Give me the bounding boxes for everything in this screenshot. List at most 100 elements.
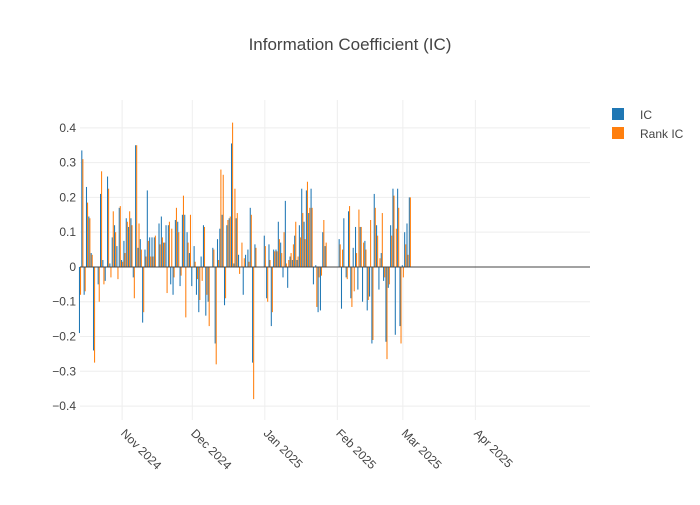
bar-ic[interactable] bbox=[151, 237, 153, 267]
bar-rank-ic[interactable] bbox=[84, 266, 86, 292]
bar-ic[interactable] bbox=[390, 225, 392, 267]
bar-ic[interactable] bbox=[88, 216, 90, 267]
bar-ic[interactable] bbox=[130, 218, 132, 267]
bar-ic[interactable] bbox=[78, 266, 80, 334]
bar-ic[interactable] bbox=[184, 214, 186, 267]
bar-rank-ic[interactable] bbox=[87, 202, 89, 267]
bar-rank-ic[interactable] bbox=[325, 242, 327, 267]
bar-ic[interactable] bbox=[146, 190, 148, 267]
bar-rank-ic[interactable] bbox=[122, 261, 124, 267]
bar-rank-ic[interactable] bbox=[398, 207, 400, 267]
bar-rank-ic[interactable] bbox=[276, 251, 278, 267]
bar-ic[interactable] bbox=[123, 240, 125, 267]
bar-ic[interactable] bbox=[406, 223, 408, 267]
bar-ic[interactable] bbox=[153, 237, 155, 267]
bar-rank-ic[interactable] bbox=[154, 235, 156, 267]
bar-ic[interactable] bbox=[268, 244, 270, 267]
bar-rank-ic[interactable] bbox=[103, 266, 105, 285]
bar-rank-ic[interactable] bbox=[152, 256, 154, 267]
bar-ic[interactable] bbox=[235, 218, 237, 267]
bar-rank-ic[interactable] bbox=[215, 266, 217, 365]
bar-ic[interactable] bbox=[301, 188, 303, 267]
bar-ic[interactable] bbox=[350, 266, 352, 299]
bar-rank-ic[interactable] bbox=[150, 256, 152, 267]
bar-rank-ic[interactable] bbox=[241, 242, 243, 267]
bar-ic[interactable] bbox=[114, 225, 116, 267]
bar-ic[interactable] bbox=[163, 242, 165, 267]
bar-ic[interactable] bbox=[282, 266, 284, 278]
bar-ic[interactable] bbox=[266, 266, 268, 299]
bar-ic[interactable] bbox=[167, 225, 169, 267]
bar-ic[interactable] bbox=[214, 266, 216, 344]
bar-ic[interactable] bbox=[357, 266, 359, 290]
bar-ic[interactable] bbox=[298, 225, 300, 267]
bar-ic[interactable] bbox=[252, 266, 254, 363]
bar-rank-ic[interactable] bbox=[365, 249, 367, 267]
bar-rank-ic[interactable] bbox=[89, 218, 91, 267]
bar-ic[interactable] bbox=[228, 218, 230, 267]
bar-rank-ic[interactable] bbox=[143, 266, 145, 313]
bar-ic[interactable] bbox=[294, 235, 296, 267]
bar-rank-ic[interactable] bbox=[108, 188, 110, 267]
bar-rank-ic[interactable] bbox=[250, 214, 252, 267]
bar-rank-ic[interactable] bbox=[309, 207, 311, 267]
bar-rank-ic[interactable] bbox=[182, 195, 184, 267]
bar-rank-ic[interactable] bbox=[288, 260, 290, 267]
bar-rank-ic[interactable] bbox=[274, 251, 276, 267]
bar-rank-ic[interactable] bbox=[115, 232, 117, 267]
bar-rank-ic[interactable] bbox=[318, 266, 320, 278]
bar-rank-ic[interactable] bbox=[339, 244, 341, 267]
bar-rank-ic[interactable] bbox=[94, 266, 96, 363]
bar-ic[interactable] bbox=[364, 240, 366, 267]
bar-rank-ic[interactable] bbox=[98, 266, 100, 302]
bar-rank-ic[interactable] bbox=[168, 221, 170, 267]
legend-item-ic[interactable]: IC bbox=[612, 108, 652, 122]
bar-ic[interactable] bbox=[352, 247, 354, 267]
bar-ic[interactable] bbox=[404, 232, 406, 267]
bar-ic[interactable] bbox=[158, 223, 160, 267]
bar-rank-ic[interactable] bbox=[264, 246, 266, 267]
bar-rank-ic[interactable] bbox=[206, 266, 208, 295]
bar-rank-ic[interactable] bbox=[189, 214, 192, 267]
bar-rank-ic[interactable] bbox=[255, 247, 257, 267]
bar-rank-ic[interactable] bbox=[227, 220, 229, 267]
bar-rank-ic[interactable] bbox=[358, 209, 360, 267]
bar-ic[interactable] bbox=[277, 221, 279, 267]
bar-ic[interactable] bbox=[195, 266, 197, 295]
bar-rank-ic[interactable] bbox=[110, 266, 112, 278]
bar-rank-ic[interactable] bbox=[185, 266, 187, 318]
bar-ic[interactable] bbox=[111, 237, 113, 267]
bar-ic[interactable] bbox=[362, 266, 364, 302]
bar-ic[interactable] bbox=[347, 211, 350, 267]
bar-ic[interactable] bbox=[387, 266, 389, 288]
bar-ic[interactable] bbox=[212, 247, 214, 267]
bar-rank-ic[interactable] bbox=[117, 266, 119, 280]
bar-rank-ic[interactable] bbox=[363, 242, 365, 267]
bar-ic[interactable] bbox=[121, 260, 123, 267]
bar-ic[interactable] bbox=[397, 188, 399, 267]
bar-rank-ic[interactable] bbox=[384, 266, 386, 278]
bar-ic[interactable] bbox=[198, 266, 200, 313]
legend-item-rank-ic[interactable]: Rank IC bbox=[612, 127, 684, 141]
bar-rank-ic[interactable] bbox=[349, 206, 351, 267]
bar-ic[interactable] bbox=[191, 266, 193, 287]
bar-rank-ic[interactable] bbox=[236, 213, 238, 267]
bar-rank-ic[interactable] bbox=[311, 207, 313, 267]
bar-ic[interactable] bbox=[172, 266, 174, 295]
bar-rank-ic[interactable] bbox=[213, 249, 215, 267]
bar-ic[interactable] bbox=[287, 266, 289, 288]
bar-ic[interactable] bbox=[177, 221, 179, 267]
bar-rank-ic[interactable] bbox=[101, 171, 103, 267]
bar-ic[interactable] bbox=[109, 263, 111, 267]
bar-rank-ic[interactable] bbox=[218, 260, 220, 267]
bar-rank-ic[interactable] bbox=[285, 263, 287, 267]
bar-ic[interactable] bbox=[303, 221, 305, 267]
bar-rank-ic[interactable] bbox=[320, 266, 323, 276]
bar-ic[interactable] bbox=[366, 266, 368, 311]
bar-ic[interactable] bbox=[238, 254, 240, 267]
bar-ic[interactable] bbox=[107, 176, 109, 267]
bar-rank-ic[interactable] bbox=[175, 207, 177, 267]
bar-rank-ic[interactable] bbox=[164, 242, 166, 267]
bar-rank-ic[interactable] bbox=[166, 266, 168, 294]
bar-rank-ic[interactable] bbox=[409, 197, 411, 267]
